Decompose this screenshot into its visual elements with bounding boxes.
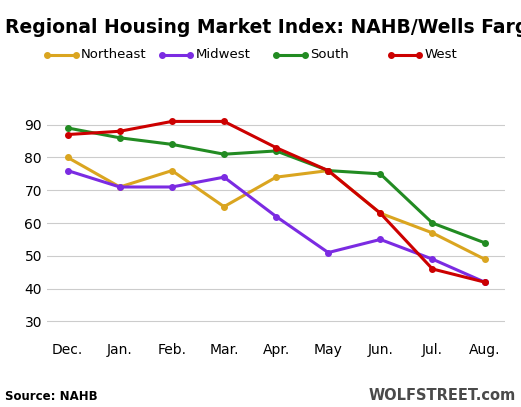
Midwest: [429, 257, 436, 262]
South: [429, 221, 436, 225]
Northeast: [117, 184, 123, 189]
Midwest: [117, 184, 123, 189]
Line: West: West: [65, 119, 487, 285]
South: [169, 142, 175, 147]
Midwest: [221, 175, 227, 179]
Text: Northeast: Northeast: [81, 48, 146, 61]
Northeast: [377, 211, 383, 216]
South: [273, 149, 279, 153]
Northeast: [65, 155, 71, 160]
Northeast: [429, 230, 436, 235]
South: [481, 240, 488, 245]
West: [221, 119, 227, 124]
West: [65, 132, 71, 137]
Text: WOLFSTREET.com: WOLFSTREET.com: [368, 388, 516, 403]
West: [169, 119, 175, 124]
West: [325, 168, 331, 173]
South: [65, 125, 71, 130]
Text: West: West: [425, 48, 457, 61]
Text: South: South: [310, 48, 349, 61]
Midwest: [377, 237, 383, 242]
Northeast: [481, 257, 488, 262]
Line: South: South: [65, 125, 487, 245]
Line: Midwest: Midwest: [65, 168, 487, 285]
Northeast: [273, 175, 279, 179]
South: [325, 168, 331, 173]
Text: Source: NAHB: Source: NAHB: [5, 390, 98, 403]
Northeast: [325, 168, 331, 173]
Midwest: [481, 280, 488, 284]
West: [117, 129, 123, 133]
South: [377, 171, 383, 176]
Midwest: [325, 250, 331, 255]
Text: Regional Housing Market Index: NAHB/Wells Fargo: Regional Housing Market Index: NAHB/Well…: [5, 18, 521, 37]
Line: Northeast: Northeast: [65, 155, 487, 262]
South: [221, 152, 227, 157]
Northeast: [169, 168, 175, 173]
Text: Midwest: Midwest: [195, 48, 250, 61]
South: [117, 136, 123, 140]
Midwest: [273, 214, 279, 219]
West: [273, 145, 279, 150]
Midwest: [65, 168, 71, 173]
Midwest: [169, 184, 175, 189]
Northeast: [221, 204, 227, 209]
West: [429, 267, 436, 271]
West: [377, 211, 383, 216]
West: [481, 280, 488, 284]
